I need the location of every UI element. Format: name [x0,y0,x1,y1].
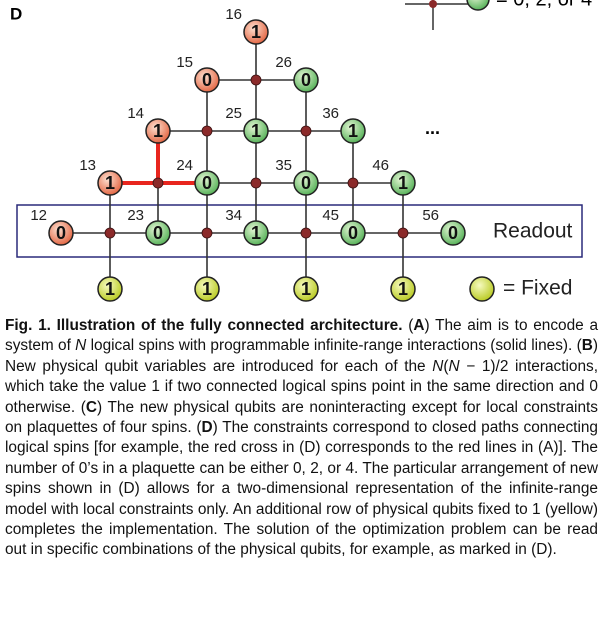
qubit-label: 12 [30,207,47,224]
qubit [145,220,171,246]
qubit-state: 1 [251,22,261,42]
caption-text: ) New physical qubit variables are intro… [5,337,598,375]
caption-text: ( [443,357,449,375]
caption-text: N [75,337,87,355]
qubit [390,170,416,196]
caption-text: B [581,337,593,355]
fixed-legend-text: = Fixed [503,277,572,300]
qubit-state: 1 [153,121,163,141]
qubit [97,170,123,196]
qubit-state: 0 [348,223,358,243]
readout-box [16,204,583,258]
panel-label: D [10,4,22,23]
fixed-state: 1 [398,279,408,299]
qubit [340,118,366,144]
fixed-qubit [390,276,416,302]
diagram: D = 0, 2, or 4 ... Readout = Fixed 11601… [10,0,592,302]
qubit-state: 1 [251,223,261,243]
fixed-state: 1 [301,279,311,299]
qubit [243,118,269,144]
qubit-label: 23 [127,207,144,224]
qubit [340,220,366,246]
qubit [440,220,466,246]
qubit-state: 0 [202,173,212,193]
qubit [243,19,269,45]
qubit-label: 24 [176,157,193,174]
qubit-state: 0 [202,70,212,90]
qubit-state: 0 [448,223,458,243]
plaquette-dots [104,74,409,239]
qubit-state: 0 [153,223,163,243]
fixed-qubit [194,276,220,302]
top-legend: = 0, 2, or 4 [405,0,592,30]
qubit-label: 25 [225,105,242,122]
qubit-label: 14 [127,105,144,122]
qubit [194,67,220,93]
qubit-label: 45 [322,207,339,224]
qubit-label: 15 [176,54,193,71]
qubit [293,170,319,196]
readout-label: Readout [493,220,573,243]
qubit-state: 1 [398,173,408,193]
fixed-state: 1 [105,279,115,299]
caption-text: Fig. 1. Illustration of the fully connec… [5,317,403,334]
qubit-state: 1 [348,121,358,141]
grid [61,32,453,289]
caption-text: − 1)/2 interactions, which take the valu… [5,357,598,416]
ellipsis: ... [425,118,440,138]
caption-text: ( [402,317,414,334]
caption-text: N [448,357,460,375]
legend-text: = 0, 2, or 4 [496,0,592,10]
qubit [194,170,220,196]
qubit-label: 36 [322,105,339,122]
fixed-qubit [293,276,319,302]
caption-text: ) The constraints correspond to closed p… [5,419,598,559]
qubit-state: 0 [56,223,66,243]
fixed-legend-marker [469,276,495,302]
qubit-state: 1 [105,173,115,193]
qubit [145,118,171,144]
fixed-state: 1 [202,279,212,299]
caption-text: C [85,398,98,416]
caption-text: A [413,317,425,334]
qubit-state: 1 [251,121,261,141]
fixed-qubit [97,276,123,302]
qubit-state: 0 [301,173,311,193]
caption-text: ) The aim is to encode a system of [5,317,599,355]
caption-text: N [432,357,444,375]
caption-text: D [201,419,213,437]
qubit-label: 56 [422,207,439,224]
qubit-label: 16 [225,6,242,23]
qubit [48,220,74,246]
qubit-label: 35 [275,157,292,174]
caption-text: logical spins with programmable infinite… [86,337,582,355]
qubit-label: 26 [275,54,292,71]
caption: Fig. 1. Illustration of the fully connec… [5,316,598,561]
qubit [293,67,319,93]
qubit-label: 34 [225,207,242,224]
qubit-state: 0 [301,70,311,90]
caption-text: ) The new physical qubits are noninterac… [5,398,598,437]
qubit-label: 13 [79,157,96,174]
qubit-label: 46 [372,157,389,174]
qubit [243,220,269,246]
